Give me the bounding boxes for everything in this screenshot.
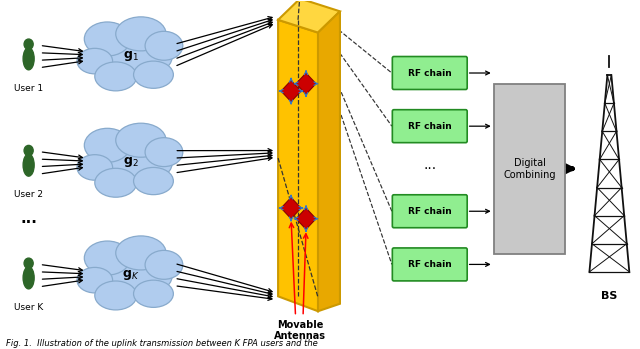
Ellipse shape xyxy=(23,154,34,176)
Text: ···: ··· xyxy=(423,162,436,176)
Ellipse shape xyxy=(95,62,137,91)
Ellipse shape xyxy=(24,39,33,50)
Ellipse shape xyxy=(88,251,172,299)
Text: Digital
Combining: Digital Combining xyxy=(503,158,556,179)
Text: User 2: User 2 xyxy=(14,190,43,199)
Text: Fig. 1.  Illustration of the uplink transmission between K FPA users and the: Fig. 1. Illustration of the uplink trans… xyxy=(6,339,317,348)
Text: BS: BS xyxy=(601,291,618,301)
Ellipse shape xyxy=(116,17,166,51)
Ellipse shape xyxy=(116,236,166,270)
Ellipse shape xyxy=(95,168,137,197)
Ellipse shape xyxy=(134,61,173,88)
Ellipse shape xyxy=(88,32,172,80)
FancyBboxPatch shape xyxy=(392,57,467,89)
Text: $\mathbf{g}_1$: $\mathbf{g}_1$ xyxy=(122,49,138,63)
Ellipse shape xyxy=(77,155,113,180)
Ellipse shape xyxy=(24,146,33,156)
Text: $\mathbf{g}_2$: $\mathbf{g}_2$ xyxy=(123,155,138,169)
Polygon shape xyxy=(278,20,318,311)
Ellipse shape xyxy=(88,139,172,186)
Polygon shape xyxy=(281,198,301,219)
Ellipse shape xyxy=(95,281,137,310)
Ellipse shape xyxy=(134,280,173,307)
FancyBboxPatch shape xyxy=(392,110,467,143)
Polygon shape xyxy=(296,208,316,229)
Ellipse shape xyxy=(134,168,173,195)
Polygon shape xyxy=(278,0,340,32)
Ellipse shape xyxy=(84,128,131,162)
FancyBboxPatch shape xyxy=(493,84,566,254)
Text: RF chain: RF chain xyxy=(408,260,452,269)
Ellipse shape xyxy=(23,267,34,289)
Ellipse shape xyxy=(23,48,34,70)
Ellipse shape xyxy=(77,48,113,74)
Ellipse shape xyxy=(145,250,183,279)
Ellipse shape xyxy=(24,258,33,268)
Text: $\mathbf{g}_K$: $\mathbf{g}_K$ xyxy=(122,268,139,282)
Ellipse shape xyxy=(145,31,183,60)
Ellipse shape xyxy=(116,123,166,157)
FancyBboxPatch shape xyxy=(392,195,467,228)
Ellipse shape xyxy=(145,138,183,166)
Polygon shape xyxy=(318,11,340,311)
Text: User K: User K xyxy=(14,303,44,312)
Text: RF chain: RF chain xyxy=(408,68,452,77)
Polygon shape xyxy=(296,73,316,94)
Text: RF chain: RF chain xyxy=(408,122,452,131)
Ellipse shape xyxy=(84,241,131,275)
Polygon shape xyxy=(281,81,301,102)
Text: RF chain: RF chain xyxy=(408,207,452,216)
Ellipse shape xyxy=(84,22,131,56)
Text: ...: ... xyxy=(20,211,37,226)
Text: Movable
Antennas: Movable Antennas xyxy=(274,320,326,341)
Ellipse shape xyxy=(77,267,113,293)
Text: User 1: User 1 xyxy=(14,84,43,92)
FancyBboxPatch shape xyxy=(392,248,467,281)
